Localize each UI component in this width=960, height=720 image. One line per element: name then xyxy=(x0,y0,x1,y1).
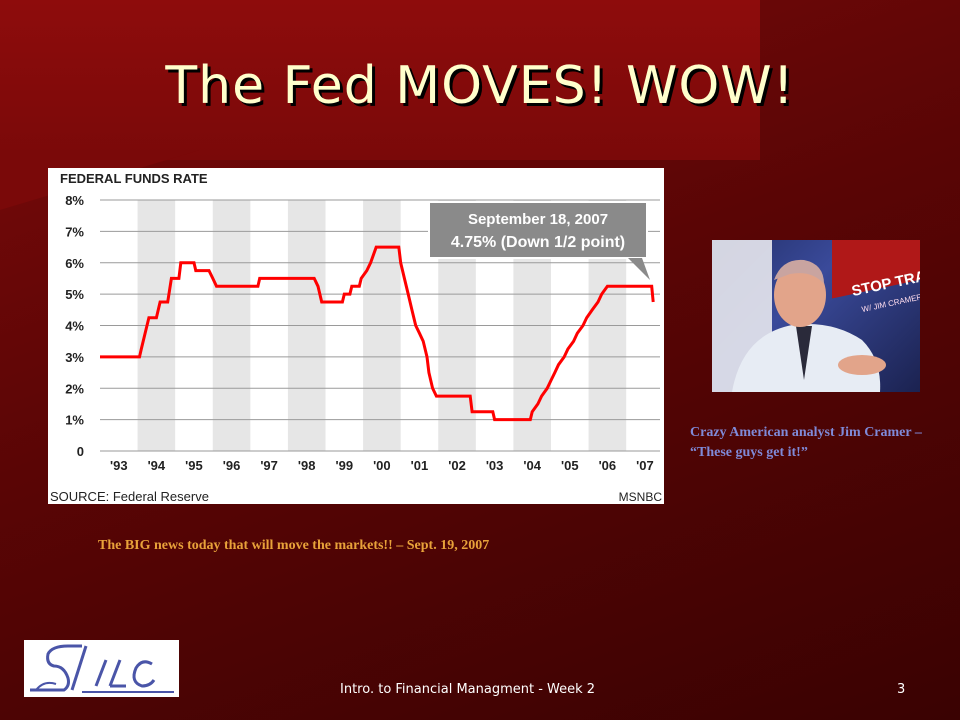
x-tick-label: '05 xyxy=(561,458,579,473)
slide-title: The Fed MOVES! WOW! xyxy=(165,56,795,116)
annotation-box xyxy=(428,201,648,259)
x-tick-label: '03 xyxy=(486,458,504,473)
page-number: 3 xyxy=(897,682,906,697)
y-tick-label: 7% xyxy=(65,224,84,239)
jim-cramer-photo: STOP TRAD W/ JIM CRAMER xyxy=(712,240,920,392)
photo-caption: Crazy American analyst Jim Cramer – “The… xyxy=(690,425,922,460)
y-tick-label: 5% xyxy=(65,287,84,302)
x-tick-label: '02 xyxy=(448,458,466,473)
x-tick-label: '99 xyxy=(336,458,354,473)
chart-svg: FEDERAL FUNDS RATE 8% 7% 6% 5% 4% 3% 2% 1% 0 '93… xyxy=(50,171,663,504)
footer-course-title: Intro. to Financial Managment - Week 2 xyxy=(340,682,596,697)
y-tick-label: 0 xyxy=(77,444,84,459)
x-tick-label: '06 xyxy=(599,458,617,473)
annotation-value: 4.75% (Down 1/2 point) xyxy=(451,234,625,251)
y-tick-label: 2% xyxy=(65,381,84,396)
y-tick-label: 1% xyxy=(65,413,84,428)
chart-credit: MSNBC xyxy=(619,490,663,504)
x-tick-label: '95 xyxy=(185,458,203,473)
y-tick-label: 3% xyxy=(65,350,84,365)
chart-source: SOURCE: Federal Reserve xyxy=(50,489,209,504)
y-tick-label: 8% xyxy=(65,193,84,208)
annotation-pointer xyxy=(628,258,650,280)
silc-logo xyxy=(24,640,179,697)
title-background-panel xyxy=(0,0,760,160)
x-tick-label: '97 xyxy=(260,458,278,473)
x-tick-label: '93 xyxy=(110,458,128,473)
x-tick-label: '04 xyxy=(523,458,541,473)
federal-funds-rate-chart: FEDERAL FUNDS RATE 8% 7% 6% 5% 4% 3% 2% 1% 0 '93… xyxy=(48,168,664,504)
x-tick-label: '96 xyxy=(223,458,241,473)
chart-title: FEDERAL FUNDS RATE xyxy=(60,171,208,186)
y-tick-label: 6% xyxy=(65,256,84,271)
x-tick-label: '07 xyxy=(636,458,654,473)
x-tick-label: '00 xyxy=(373,458,391,473)
rate-series-line xyxy=(100,245,655,422)
x-tick-label: '98 xyxy=(298,458,316,473)
y-tick-label: 4% xyxy=(65,319,84,334)
annotation-date: September 18, 2007 xyxy=(468,211,608,228)
x-tick-label: '94 xyxy=(148,458,166,473)
chart-caption: The BIG news today that will move the ma… xyxy=(98,538,490,553)
x-tick-label: '01 xyxy=(411,458,429,473)
